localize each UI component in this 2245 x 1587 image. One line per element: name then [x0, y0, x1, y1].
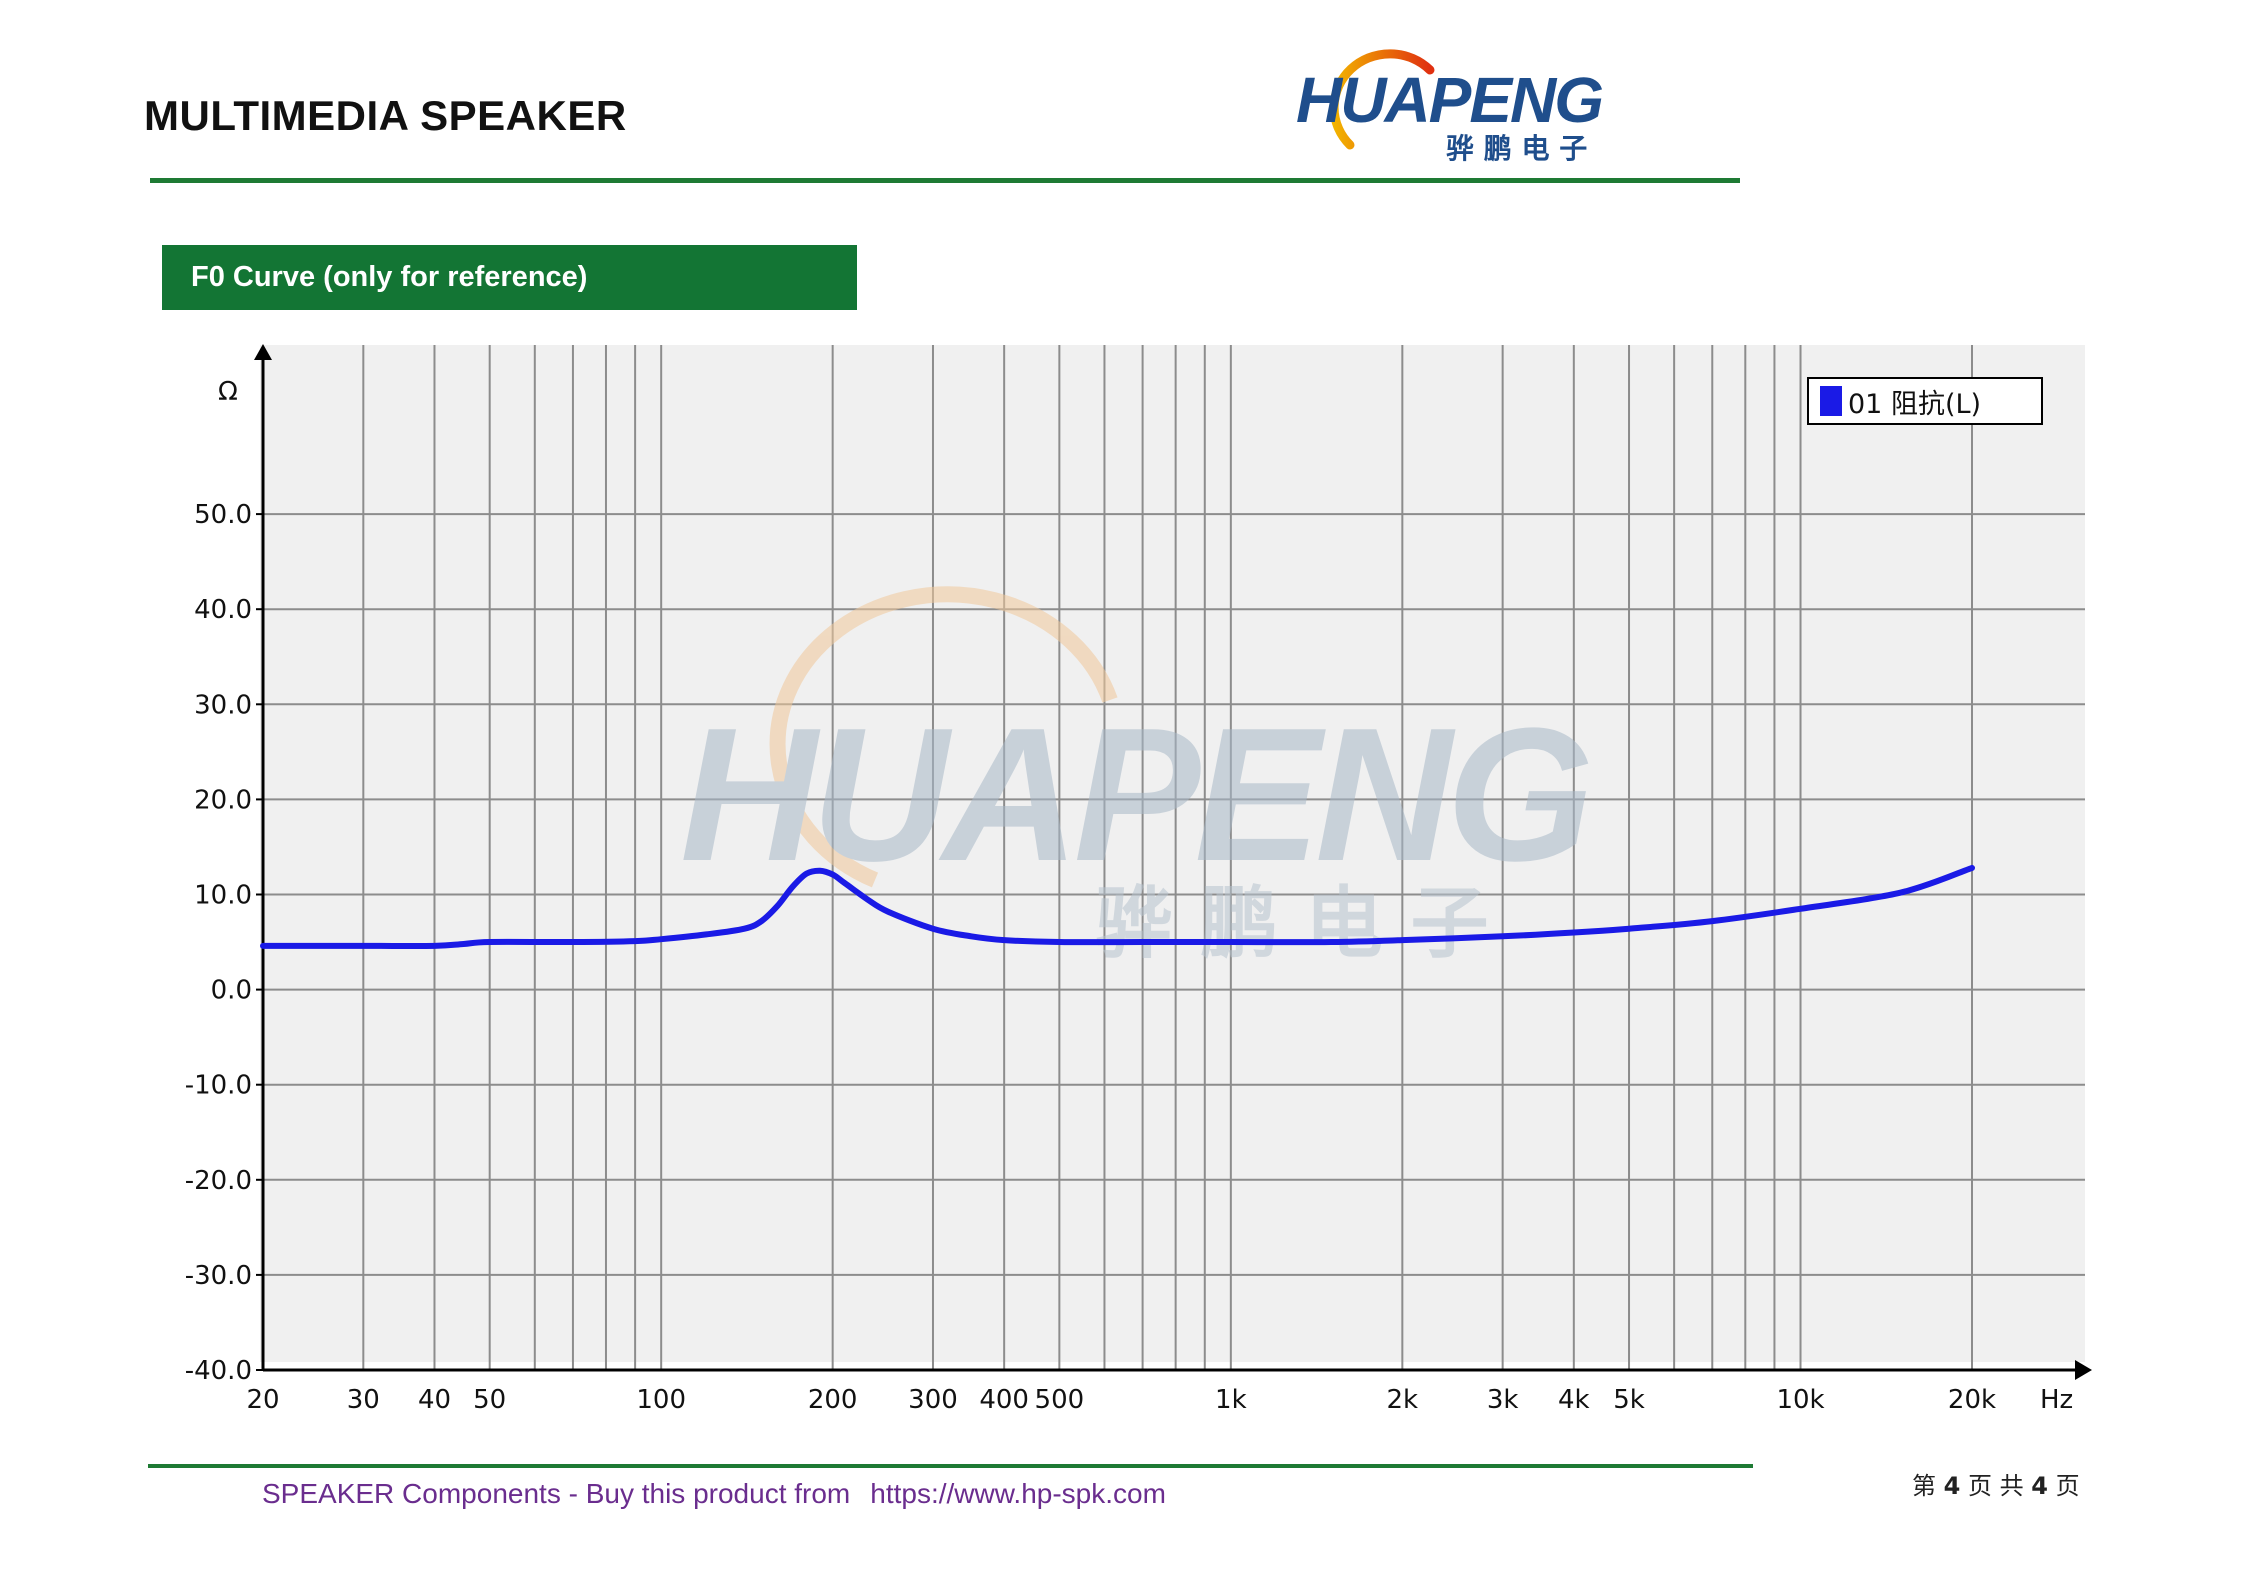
legend-label: 01 阻抗(L): [1848, 389, 1981, 420]
impedance-chart: HUAPENG 骅 鹏 电 子 -40.0 -30.0 -20.0 -10.0 0.0 1…: [185, 344, 2092, 1415]
svg-text:HUAPENG: HUAPENG: [1296, 64, 1602, 136]
pager-total: 4: [2031, 1472, 2048, 1500]
svg-text:骅 鹏 电 子: 骅 鹏 电 子: [1446, 132, 1587, 165]
legend-swatch: [1820, 386, 1842, 416]
y-axis-label: Ω: [218, 377, 238, 407]
footer-link[interactable]: https://www.hp-spk.com: [870, 1478, 1166, 1509]
y-tick-label: 10.0: [194, 881, 252, 911]
x-axis-label: Hz: [2040, 1385, 2073, 1415]
y-axis-arrow: [254, 344, 272, 360]
x-gridlines: [362, 345, 1973, 1370]
svg-text:骅 鹏 电 子: 骅 鹏 电 子: [1095, 879, 1488, 969]
footer-divider: [148, 1464, 1753, 1468]
y-tick-label: 50.0: [194, 500, 252, 530]
pager-mid: 页 共: [1967, 1472, 2024, 1500]
pager-prefix: 第: [1912, 1472, 1936, 1500]
y-tick-label: 40.0: [194, 595, 252, 625]
x-tick-label: 10k: [1776, 1385, 1824, 1415]
x-tick-label: 400: [979, 1385, 1029, 1415]
huapeng-logo: HUAPENG 骅 鹏 电 子: [1296, 49, 1604, 165]
section-title: F0 Curve (only for reference): [162, 245, 857, 310]
x-tick-label: 1k: [1215, 1385, 1247, 1415]
document-title: MULTIMEDIA SPEAKER: [144, 92, 627, 139]
footer-text: SPEAKER Components - Buy this product fr…: [262, 1478, 851, 1509]
x-tick-label: 30: [347, 1385, 380, 1415]
x-tick-label: 4k: [1558, 1385, 1590, 1415]
watermark: HUAPENG 骅 鹏 电 子: [680, 586, 1594, 969]
pager-current: 4: [1943, 1472, 1961, 1500]
x-tick-label: 2k: [1387, 1385, 1419, 1415]
x-tick-label: 3k: [1487, 1385, 1519, 1415]
footer: SPEAKER Components - Buy this product fr…: [262, 1478, 1166, 1510]
x-axis-arrow: [2075, 1360, 2092, 1380]
header-divider: [150, 178, 1740, 183]
x-tick-label: 100: [636, 1385, 686, 1415]
y-tick-label: 0.0: [211, 976, 252, 1006]
y-tick-label: -20.0: [185, 1166, 252, 1196]
svg-text:HUAPENG: HUAPENG: [680, 689, 1588, 901]
x-tick-label: 50: [473, 1385, 506, 1415]
y-tick-label: 30.0: [194, 690, 252, 720]
x-tick-label: 5k: [1613, 1385, 1645, 1415]
x-tick-label: 500: [1035, 1385, 1085, 1415]
page-indicator: 第 4 页 共 4 页: [1912, 1466, 2080, 1501]
x-tick-label: 40: [418, 1385, 451, 1415]
legend: 01 阻抗(L): [1807, 377, 2043, 425]
x-tick-label: 20: [246, 1385, 279, 1415]
pager-suffix: 页: [2055, 1472, 2080, 1500]
y-tick-label: -30.0: [185, 1261, 252, 1291]
y-tick-label: -40.0: [185, 1356, 252, 1386]
y-tick-labels: -40.0 -30.0 -20.0 -10.0 0.0 10.0 20.0 30.0 40.0 5…: [185, 500, 263, 1386]
impedance-line: [260, 864, 1975, 950]
x-tick-label: 200: [808, 1385, 858, 1415]
y-tick-label: -10.0: [185, 1071, 252, 1101]
x-tick-label: 300: [908, 1385, 958, 1415]
x-tick-label: 20k: [1948, 1385, 1996, 1415]
y-gridlines: [263, 513, 2085, 1276]
y-tick-label: 20.0: [194, 785, 252, 815]
x-tick-labels: 20 30 40 50 100 200 300 400 500 1k 2k 3k 4k 5k 10k 20k: [246, 1385, 1996, 1415]
